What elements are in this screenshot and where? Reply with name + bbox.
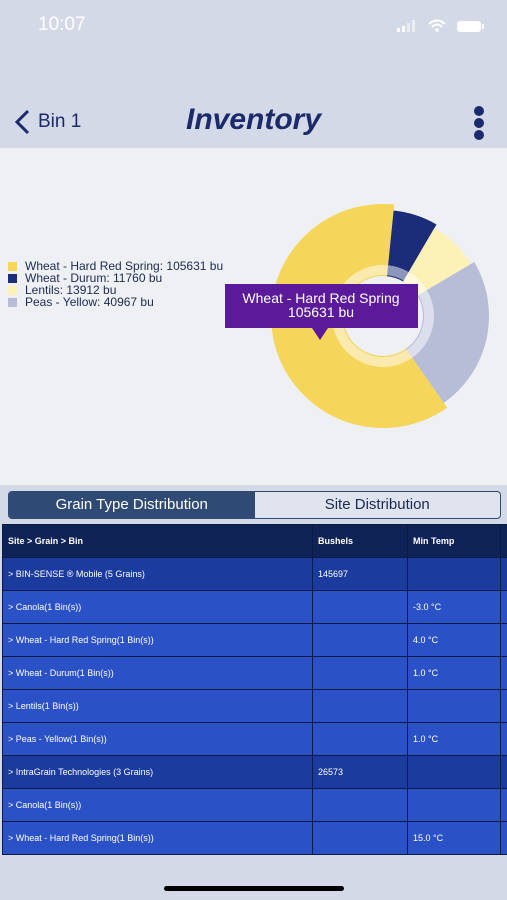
column-header: Bushels	[312, 524, 408, 558]
pie-chart: Wheat - Hard Red Spring: 105631 buWheat …	[0, 148, 507, 485]
tooltip-name: Wheat - Hard Red Spring	[242, 290, 399, 306]
cell	[500, 689, 507, 723]
grain-row[interactable]: > Canola(1 Bin(s))	[2, 788, 507, 822]
nav-bar: Bin 1 Inventory	[0, 95, 507, 147]
site-name: > IntraGrain Technologies (3 Grains)	[2, 755, 313, 789]
cell: 145697	[312, 557, 408, 591]
legend-swatch	[8, 262, 17, 271]
cell	[312, 656, 408, 690]
cell	[407, 788, 501, 822]
legend-swatch	[8, 298, 17, 307]
cell	[500, 590, 507, 624]
grain-name: > Lentils(1 Bin(s))	[2, 689, 313, 723]
legend-label: Wheat - Hard Red Spring: 105631 bu	[25, 259, 223, 273]
table: Site > Grain > Bin Bushels Min Temp > BIN-S…	[2, 524, 507, 855]
page-title: Inventory	[185, 103, 322, 136]
cell	[312, 623, 408, 657]
status-bar: 10:07	[0, 0, 507, 50]
cell	[500, 656, 507, 690]
legend-label: Wheat - Durum: 11760 bu	[25, 271, 162, 285]
cell: 26573	[312, 755, 408, 789]
cell: 15.0 °C	[407, 821, 501, 855]
back-arrow[interactable]	[12, 109, 32, 135]
grain-row[interactable]: > Wheat - Hard Red Spring(1 Bin(s)) 15.0 …	[2, 821, 507, 855]
tab[interactable]: Grain Type Distribution	[9, 492, 255, 518]
time: 10:07	[38, 14, 86, 35]
grain-name: > Wheat - Hard Red Spring(1 Bin(s))	[2, 821, 313, 855]
cell	[407, 557, 501, 591]
bottom-bar	[0, 862, 507, 900]
cell	[500, 524, 507, 558]
pie-slice	[387, 210, 437, 282]
column-header: Site > Grain > Bin	[2, 524, 313, 558]
table-header: Site > Grain > Bin Bushels Min Temp	[2, 524, 507, 558]
cell	[312, 689, 408, 723]
status-icons	[397, 19, 484, 32]
legend-swatch	[8, 286, 17, 295]
cell: 4.0 °C	[407, 623, 501, 657]
cell	[312, 722, 408, 756]
site-row[interactable]: > BIN-SENSE ® Mobile (5 Grains) 145697	[2, 557, 507, 591]
pie-slice	[403, 227, 471, 296]
tab[interactable]: Site Distribution	[324, 496, 430, 513]
pie-slice	[271, 204, 448, 428]
grain-name: > Peas - Yellow(1 Bin(s))	[2, 722, 313, 756]
cell	[407, 689, 501, 723]
cell	[500, 821, 507, 855]
site-row[interactable]: > IntraGrain Technologies (3 Grains) 2657…	[2, 755, 507, 789]
grain-row[interactable]: > Peas - Yellow(1 Bin(s)) 1.0 °C	[2, 722, 507, 756]
cell	[500, 722, 507, 756]
cell	[407, 755, 501, 789]
home-indicator	[164, 886, 344, 891]
cell	[312, 590, 408, 624]
legend-swatch	[8, 274, 17, 283]
legend-label: Peas - Yellow: 40967 bu	[25, 295, 154, 309]
grain-name: > Canola(1 Bin(s))	[2, 788, 313, 822]
grain-row[interactable]: > Canola(1 Bin(s)) -3.0 °C	[2, 590, 507, 624]
cell: 1.0 °C	[407, 656, 501, 690]
legend-label: Lentils: 13912 bu	[25, 283, 116, 297]
inventory-table: Site > Grain > Bin Bushels Min Temp > BIN-S…	[2, 524, 507, 862]
grain-row[interactable]: > Wheat - Durum(1 Bin(s)) 1.0 °C	[2, 656, 507, 690]
column-header: Min Temp	[407, 524, 501, 558]
grain-name: > Canola(1 Bin(s))	[2, 590, 313, 624]
grain-row[interactable]: > Lentils(1 Bin(s))	[2, 689, 507, 723]
grain-row[interactable]: > Wheat - Hard Red Spring(1 Bin(s)) 4.0 °…	[2, 623, 507, 657]
cell	[500, 755, 507, 789]
menu-button[interactable]	[470, 105, 488, 141]
cell	[312, 788, 408, 822]
grain-name: > Wheat - Durum(1 Bin(s))	[2, 656, 313, 690]
cell	[500, 557, 507, 591]
tooltip-value: 105631 bu	[288, 304, 354, 320]
cell: -3.0 °C	[407, 590, 501, 624]
grain-name: > Wheat - Hard Red Spring(1 Bin(s))	[2, 623, 313, 657]
cell	[500, 623, 507, 657]
cell	[500, 788, 507, 822]
site-name: > BIN-SENSE ® Mobile (5 Grains)	[2, 557, 313, 591]
tooltip-box	[225, 284, 418, 340]
cell	[312, 821, 408, 855]
back-button[interactable]: Bin 1	[38, 111, 82, 132]
cell: 1.0 °C	[407, 722, 501, 756]
tab-bar: Grain Type Distribution Site Distribution	[8, 491, 501, 519]
